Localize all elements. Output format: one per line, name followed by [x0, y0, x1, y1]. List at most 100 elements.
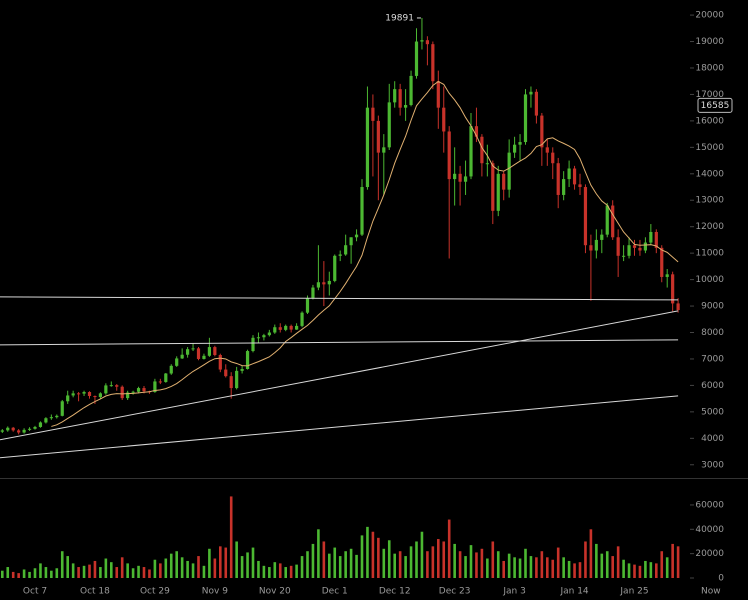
price-marker-box [697, 97, 733, 113]
candle-body [513, 144, 517, 153]
volume-bar [638, 565, 642, 578]
candle-body [305, 298, 310, 313]
candle-body [98, 393, 102, 398]
candle-body [660, 247, 664, 277]
candle-body [469, 126, 473, 177]
moving-average [51, 80, 679, 427]
x-tick-label: Dec 12 [379, 587, 411, 597]
volume-bar [355, 554, 358, 578]
volume-bar [137, 565, 140, 578]
candle-body [398, 89, 402, 108]
volume-bar [589, 529, 593, 578]
volume-bar [578, 562, 582, 578]
candle-body [534, 91, 538, 116]
candle-body [507, 152, 511, 190]
volume-bar [295, 564, 298, 578]
volume-bar [82, 565, 86, 578]
volume-bar [159, 563, 162, 578]
candle-body [453, 173, 457, 180]
volume-bar [665, 557, 669, 578]
volume-bar [524, 548, 527, 578]
candle-body [496, 173, 500, 211]
candle-body [126, 392, 130, 399]
volume-bar [317, 529, 320, 578]
candle-body [551, 152, 555, 164]
volume-bar [366, 526, 369, 578]
x-tick-label: Dec 23 [439, 587, 471, 597]
volume-bar [262, 565, 266, 578]
volume-bar [529, 556, 533, 578]
volume-bar [649, 562, 653, 578]
volume-bar [306, 551, 309, 578]
volume-bar [616, 546, 620, 578]
volume-bar [39, 563, 42, 578]
candle-body [622, 255, 626, 257]
volume-bar [513, 557, 516, 578]
volume-bar [338, 556, 342, 578]
volume-bar [562, 557, 565, 578]
candle-body [256, 337, 261, 339]
x-tick-label: Nov 20 [259, 587, 291, 597]
volume-bar [371, 531, 375, 578]
volume-bar [605, 551, 609, 578]
candle-body [442, 107, 446, 132]
volume-bar [66, 556, 69, 578]
volume-bar [28, 571, 31, 578]
volume-bar [431, 546, 435, 578]
y-tick-label: 10000 [695, 275, 724, 285]
volume-bar [469, 545, 473, 578]
y-tick-label: 14000 [695, 169, 724, 179]
candle-body [207, 347, 211, 356]
volume-bar [622, 559, 625, 578]
candle-body [572, 168, 577, 185]
volume-tick-label: 20000 [695, 549, 724, 559]
volume-bar [289, 565, 293, 578]
candle-body [327, 280, 331, 285]
volume-tick-label: 40000 [695, 525, 724, 535]
candle-body [218, 354, 222, 370]
candle-body [0, 430, 4, 432]
volume-bar [415, 541, 418, 578]
candle-body [387, 102, 391, 148]
y-tick-label: 12000 [695, 222, 724, 232]
candle-body [71, 393, 75, 396]
candle-body [251, 337, 255, 352]
volume-bar [131, 568, 135, 578]
candle-body [333, 255, 337, 281]
candle-body [518, 142, 522, 145]
volume-bar [169, 553, 173, 578]
volume-bar [475, 552, 478, 578]
candle-body [300, 312, 304, 326]
candle-body [196, 348, 201, 359]
candle-body [376, 120, 380, 153]
volume-bar [251, 547, 255, 578]
candle-body [431, 44, 435, 82]
volume-bar [60, 551, 64, 578]
y-tick-label: 18000 [695, 63, 724, 73]
x-tick-label: Dec 1 [322, 587, 348, 597]
volume-bar [71, 563, 75, 578]
volume-bar [186, 560, 189, 578]
high-label: 19891 [385, 13, 414, 23]
candle-body [131, 391, 135, 393]
volume-bar [426, 551, 429, 578]
candle-body [186, 349, 190, 355]
candle-body [213, 347, 217, 355]
trendline [0, 395, 679, 459]
volume-bar [197, 556, 200, 578]
candle-body [344, 245, 348, 255]
volume-bar [104, 558, 108, 578]
y-tick-label: 4000 [701, 434, 724, 444]
candle-body [643, 242, 647, 251]
volume-bar [437, 539, 440, 578]
candle-body [360, 187, 364, 235]
volume-bar [328, 553, 331, 578]
candle-body [578, 184, 582, 188]
volume-bar [180, 557, 184, 578]
candle-body [153, 381, 157, 393]
candle-body [540, 115, 544, 148]
candle-body [600, 234, 604, 240]
candle-body [60, 401, 64, 416]
volume-bar [420, 531, 424, 578]
candle-body [458, 173, 462, 182]
